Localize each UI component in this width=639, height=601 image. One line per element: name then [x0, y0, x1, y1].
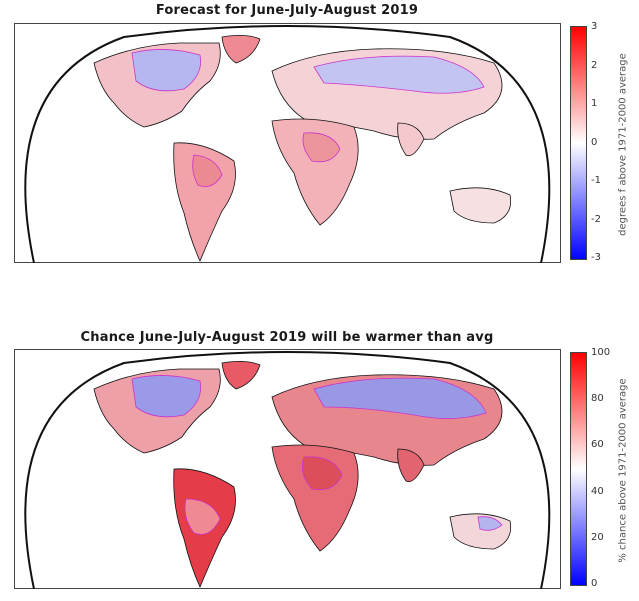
map-2-colorbar [570, 352, 587, 586]
map-2-colorbar-tick: 80 [591, 393, 604, 405]
map-1-title: Forecast for June-July-August 2019 [155, 3, 419, 18]
map-1-colorbar-label: degrees f above 1971-2000 average [617, 53, 629, 236]
map-1-globe-outline [24, 25, 551, 263]
map-2-title: Chance June-July-August 2019 will be war… [80, 330, 494, 345]
map-2-colorbar-tick: 20 [591, 531, 604, 543]
map-1-colorbar-tick: 1 [591, 98, 598, 109]
map-1-warm-core-africa [302, 132, 341, 163]
map-2-warm-core-sa [184, 498, 221, 535]
map-2-cool-region-na [131, 375, 202, 418]
map-1-colorbar-tick: -3 [591, 252, 601, 263]
map-1-warm-core-sa [192, 154, 223, 188]
map-2-frame [14, 349, 561, 589]
map-2-india [397, 448, 425, 483]
map-1-cool-region-asia [313, 55, 485, 94]
map-2-cool-region-asia [313, 377, 487, 419]
map-2-colorbar-tick: 60 [591, 439, 604, 451]
map-2-colorbar-tick: 0 [591, 578, 598, 589]
map-2-cool-region-aus [477, 516, 503, 531]
map-2-greenland [221, 361, 261, 390]
map-1-colorbar-tick: 0 [591, 136, 598, 148]
map-1-colorbar-tick: 2 [591, 59, 598, 71]
map-1-greenland [221, 35, 261, 64]
map-2-colorbar-label: % chance above 1971-2000 average [617, 378, 629, 563]
map-1-colorbar [570, 26, 587, 260]
map-2-colorbar-tick: 100 [591, 347, 611, 358]
map-1-colorbar-tick: -1 [591, 175, 601, 186]
map-2-colorbar-tick: 40 [591, 485, 604, 497]
map-1-colorbar-tick: -2 [591, 213, 601, 225]
map-2-globe-outline [24, 351, 551, 589]
map-1-cool-region-na [131, 49, 202, 92]
map-1-india [397, 122, 425, 157]
map-2-warm-core-africa [301, 456, 343, 491]
map-1-frame [14, 23, 561, 263]
map-1-australia [449, 187, 512, 224]
map-1-colorbar-tick: 3 [591, 21, 598, 32]
